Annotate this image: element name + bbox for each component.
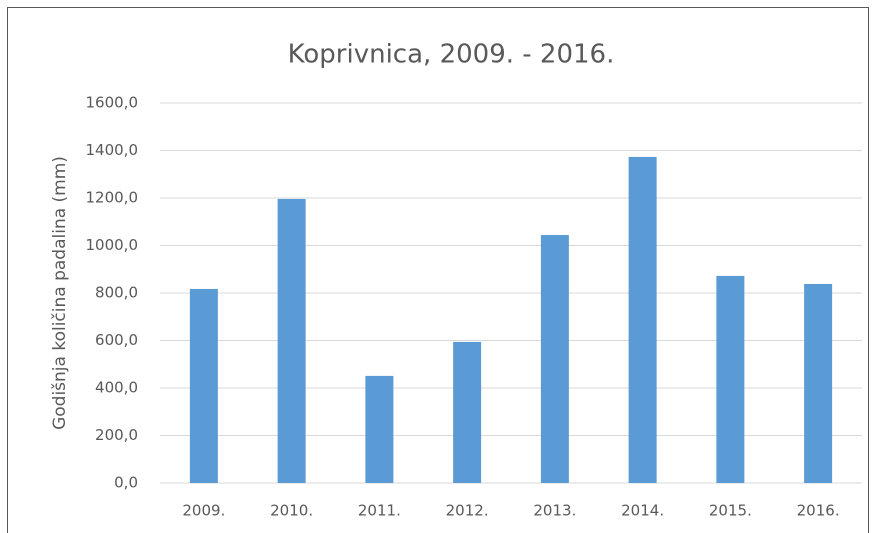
bar: [453, 341, 482, 483]
y-tick-label: 800,0: [95, 284, 138, 302]
bar: [365, 375, 394, 483]
y-tick-label: 1400,0: [86, 141, 139, 159]
y-tick-label: 200,0: [95, 426, 138, 444]
x-tick-label: 2015.: [709, 502, 752, 520]
bar: [189, 288, 218, 483]
y-tick-label: 600,0: [95, 331, 138, 349]
x-tick-label: 2010.: [270, 502, 313, 520]
x-tick-label: 2014.: [621, 502, 664, 520]
x-tick-label: 2009.: [182, 502, 225, 520]
x-tick-label: 2011.: [358, 502, 401, 520]
y-tick-label: 1000,0: [86, 236, 139, 254]
y-tick-label: 0,0: [114, 474, 138, 492]
y-tick-label: 1200,0: [86, 189, 139, 207]
x-tick-label: 2012.: [446, 502, 489, 520]
x-tick-label: 2013.: [533, 502, 576, 520]
bar: [277, 198, 306, 483]
bar: [628, 156, 657, 483]
x-tick-label: 2016.: [797, 502, 840, 520]
chart-title: Koprivnica, 2009. - 2016.: [288, 40, 615, 70]
bar: [540, 235, 569, 483]
y-tick-label: 400,0: [95, 379, 138, 397]
bar: [716, 275, 745, 483]
y-tick-label: 1600,0: [86, 94, 139, 112]
y-axis-label: Godišnja količina padalina (mm): [50, 156, 70, 430]
bar: [804, 283, 833, 483]
